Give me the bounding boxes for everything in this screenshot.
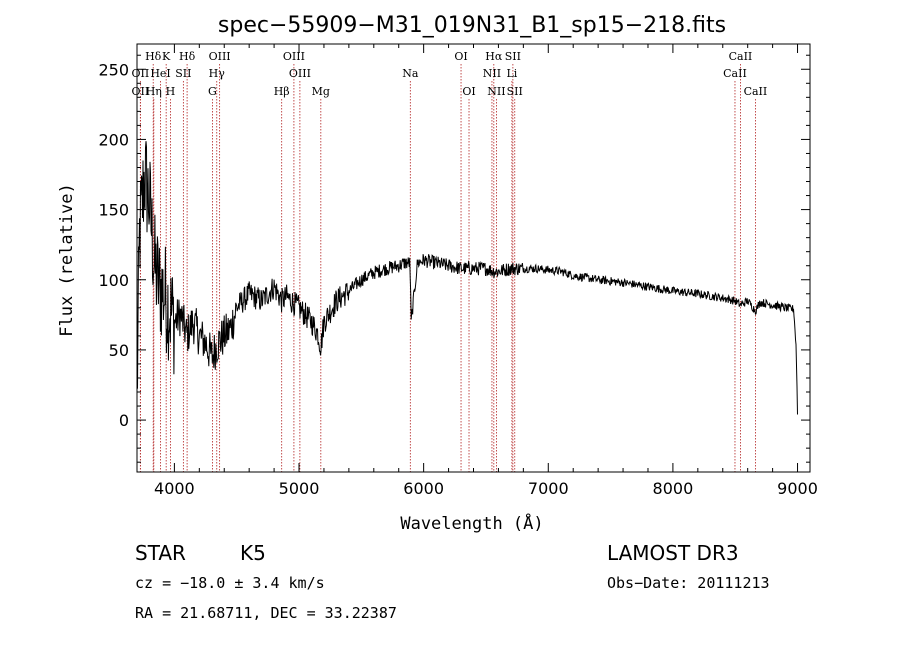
spectral-line-label: Hδ: [179, 50, 196, 63]
spectral-line-label: SII: [507, 85, 523, 98]
survey-name: LAMOST DR3: [607, 541, 739, 565]
x-axis-label: Wavelength (Å): [400, 512, 543, 534]
spectral-line-label: NII: [487, 85, 505, 98]
object-class: STAR: [135, 541, 186, 565]
x-tick-label: 5000: [279, 479, 320, 498]
spectral-line-label: Mg: [312, 85, 330, 98]
spectral-line-label: NII: [483, 67, 501, 80]
spectral-line-label: Hη: [146, 85, 162, 98]
spectral-line-label: Hβ: [274, 85, 290, 98]
chart-title: spec−55909−M31_019N31_B1_sp15−218.fits: [218, 13, 726, 38]
x-tick-label: 6000: [403, 479, 444, 498]
spectrum-line: [136, 141, 798, 415]
spectral-line-label: OII: [132, 85, 150, 98]
spectral-line-label: G: [208, 85, 217, 98]
spectral-line-label: CaII: [744, 85, 768, 98]
spectral-line-label: H: [166, 85, 176, 98]
spectral-line-label: Hα: [485, 50, 503, 63]
spectral-line-label: HeI: [150, 67, 170, 80]
spectral-line-label: OIII: [283, 50, 305, 63]
observation-date: Obs−Date: 20111213: [607, 574, 770, 592]
spectral-line-label: OI: [462, 85, 475, 98]
x-tick-label: 4000: [154, 479, 195, 498]
coordinates: RA = 21.68711, DEC = 33.22387: [135, 604, 397, 622]
y-tick-label: 150: [98, 201, 129, 220]
spectral-line-label: CaII: [729, 50, 753, 63]
y-tick-label: 100: [98, 271, 129, 290]
spectral-line-label: OI: [454, 50, 467, 63]
spectral-line-label: Li: [506, 67, 517, 80]
plot-frame: [136, 43, 811, 473]
y-tick-label: 50: [109, 341, 129, 360]
spectral-line-label: OIII: [289, 67, 311, 80]
x-tick-label: 9000: [777, 479, 818, 498]
spectral-line-label: SII: [175, 67, 191, 80]
spectral-line-label: Hγ: [209, 67, 226, 80]
spectral-line-label: OII: [132, 67, 150, 80]
y-tick-label: 0: [119, 411, 129, 430]
y-tick-label: 250: [98, 60, 129, 79]
subclass: K5: [240, 541, 266, 565]
spectral-line-label: SII: [505, 50, 521, 63]
spectral-line-label: K: [162, 50, 171, 63]
spectral-line-label: OIII: [209, 50, 231, 63]
axis-ticks: 4000 5000 6000 7000 8000 9000 0 50 100 150 200 250: [98, 44, 818, 498]
spectral-line-label: Hδ: [145, 50, 162, 63]
y-tick-label: 200: [98, 130, 129, 149]
x-tick-label: 7000: [528, 479, 569, 498]
redshift-readout: cz = −18.0 ± 3.4 km/s: [135, 574, 325, 592]
spectral-line-label: Na: [402, 67, 419, 80]
y-axis-label: Flux (relative): [57, 183, 77, 337]
spectral-line-label: CaII: [723, 67, 747, 80]
x-tick-label: 8000: [653, 479, 694, 498]
